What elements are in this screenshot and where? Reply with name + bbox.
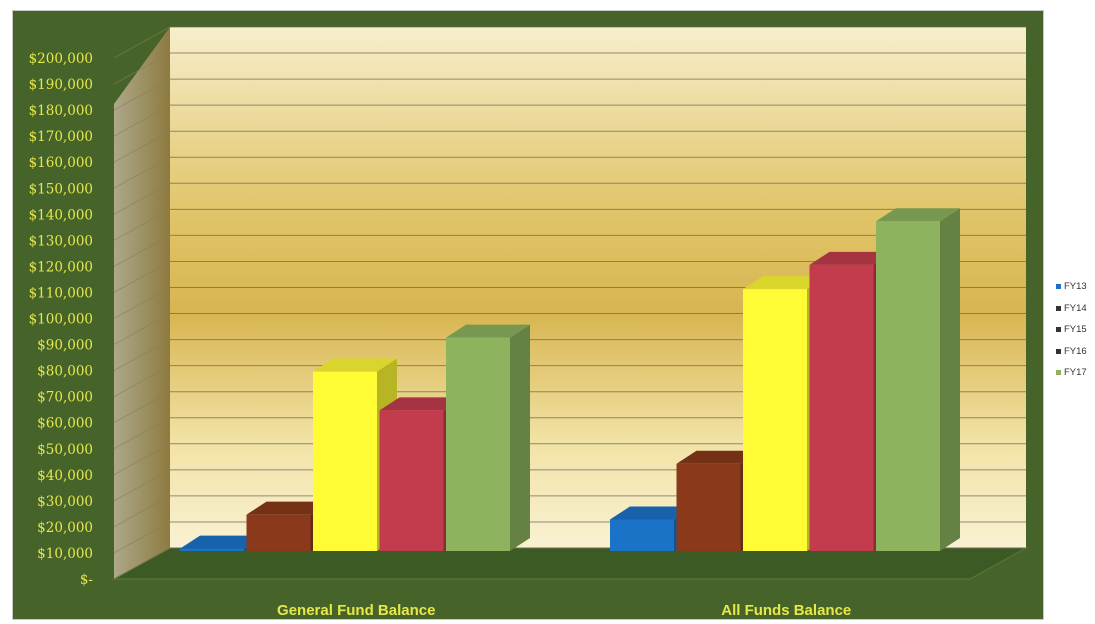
y-tick-label: $- bbox=[80, 572, 93, 588]
y-tick-label: $40,000 bbox=[37, 468, 93, 484]
floor bbox=[112, 547, 1028, 580]
legend-item: FY15 bbox=[1056, 319, 1095, 341]
bar bbox=[676, 463, 741, 551]
y-tick-label: $140,000 bbox=[29, 207, 93, 223]
gridline-side bbox=[113, 495, 171, 528]
y-tick-label: $190,000 bbox=[29, 77, 93, 93]
y-tick-label: $200,000 bbox=[29, 51, 93, 67]
bar bbox=[180, 548, 244, 551]
legend-item: FY16 bbox=[1056, 341, 1095, 363]
bar-top bbox=[743, 276, 827, 290]
gridline-side bbox=[113, 443, 171, 476]
y-tick-label: $180,000 bbox=[29, 103, 93, 119]
bar bbox=[876, 221, 940, 551]
bar bbox=[743, 289, 807, 551]
bar bbox=[379, 410, 444, 551]
bar-side bbox=[510, 324, 530, 551]
y-tick-label: $20,000 bbox=[37, 520, 93, 536]
gridline-side bbox=[113, 104, 171, 137]
bar-fy17-0 bbox=[446, 324, 530, 551]
bar-top bbox=[180, 535, 264, 549]
gridline-side bbox=[113, 261, 171, 293]
y-tick-label: $150,000 bbox=[29, 181, 93, 197]
gridline-side bbox=[113, 469, 171, 502]
y-tick-label: $90,000 bbox=[37, 338, 93, 354]
legend-item: FY17 bbox=[1056, 362, 1095, 384]
y-tick-label: $60,000 bbox=[37, 416, 93, 432]
bar-top bbox=[876, 208, 960, 222]
gridline-side bbox=[113, 547, 171, 580]
y-tick-label: $170,000 bbox=[29, 129, 93, 145]
bar bbox=[446, 337, 510, 551]
bar-top bbox=[610, 506, 694, 520]
legend-swatch bbox=[1056, 327, 1061, 333]
gridline-side bbox=[113, 365, 171, 398]
y-tick-label: $10,000 bbox=[37, 546, 93, 562]
legend-item: FY13 bbox=[1056, 276, 1095, 298]
gridline-side bbox=[113, 78, 171, 111]
bar-top bbox=[809, 251, 894, 265]
x-category-label: All Funds Balance bbox=[721, 602, 851, 619]
bar bbox=[313, 371, 377, 551]
gridline-side bbox=[113, 313, 171, 345]
bar-fy17-1 bbox=[876, 208, 960, 551]
bars bbox=[180, 208, 960, 551]
y-axis: $200,000 $190,000 $180,000 $170,000 $160,000… bbox=[29, 51, 93, 588]
legend-swatch bbox=[1056, 305, 1061, 311]
gridline-side bbox=[113, 208, 171, 241]
y-tick-label: $70,000 bbox=[37, 390, 93, 406]
legend-label: FY13 bbox=[1064, 281, 1087, 293]
legend-label: FY16 bbox=[1064, 345, 1087, 357]
gridline-side bbox=[113, 52, 171, 85]
bar bbox=[610, 519, 674, 551]
y-tick-label: $130,000 bbox=[29, 233, 93, 249]
bar-top bbox=[676, 450, 761, 464]
legend-swatch bbox=[1056, 284, 1061, 290]
gridline-side bbox=[113, 156, 171, 189]
bar bbox=[246, 514, 311, 551]
gridline-side bbox=[113, 182, 171, 215]
bar-top bbox=[379, 397, 464, 411]
gridline-side bbox=[113, 521, 171, 554]
bar-side bbox=[940, 208, 960, 551]
bar bbox=[809, 264, 874, 551]
y-tick-label: $30,000 bbox=[37, 494, 93, 510]
x-axis: General Fund Balance All Funds Balance bbox=[277, 602, 851, 619]
y-tick-label: $160,000 bbox=[29, 155, 93, 171]
y-tick-label: $100,000 bbox=[29, 312, 93, 328]
legend-label: FY14 bbox=[1064, 302, 1087, 314]
y-tick-label: $120,000 bbox=[29, 259, 93, 275]
legend-swatch bbox=[1056, 370, 1061, 376]
y-tick-label: $50,000 bbox=[37, 442, 93, 458]
gridline-side bbox=[113, 26, 171, 59]
x-category-label: General Fund Balance bbox=[277, 602, 435, 619]
y-tick-label: $80,000 bbox=[37, 364, 93, 380]
bar-top bbox=[446, 324, 530, 338]
gridline-side bbox=[113, 391, 171, 424]
gridline-side bbox=[113, 417, 171, 450]
gridline-side bbox=[113, 130, 171, 163]
legend-swatch bbox=[1056, 348, 1061, 354]
gridline-side bbox=[113, 339, 171, 372]
bar-top bbox=[313, 358, 397, 372]
gridline-side bbox=[113, 287, 171, 319]
legend-label: FY17 bbox=[1064, 367, 1087, 379]
legend-label: FY15 bbox=[1064, 324, 1087, 336]
gridline-side bbox=[113, 234, 171, 267]
legend-item: FY14 bbox=[1056, 298, 1095, 320]
legend: FY13 FY14 FY15 FY16 FY17 bbox=[1056, 276, 1095, 384]
bar-top bbox=[246, 501, 331, 515]
y-tick-label: $110,000 bbox=[29, 285, 93, 301]
